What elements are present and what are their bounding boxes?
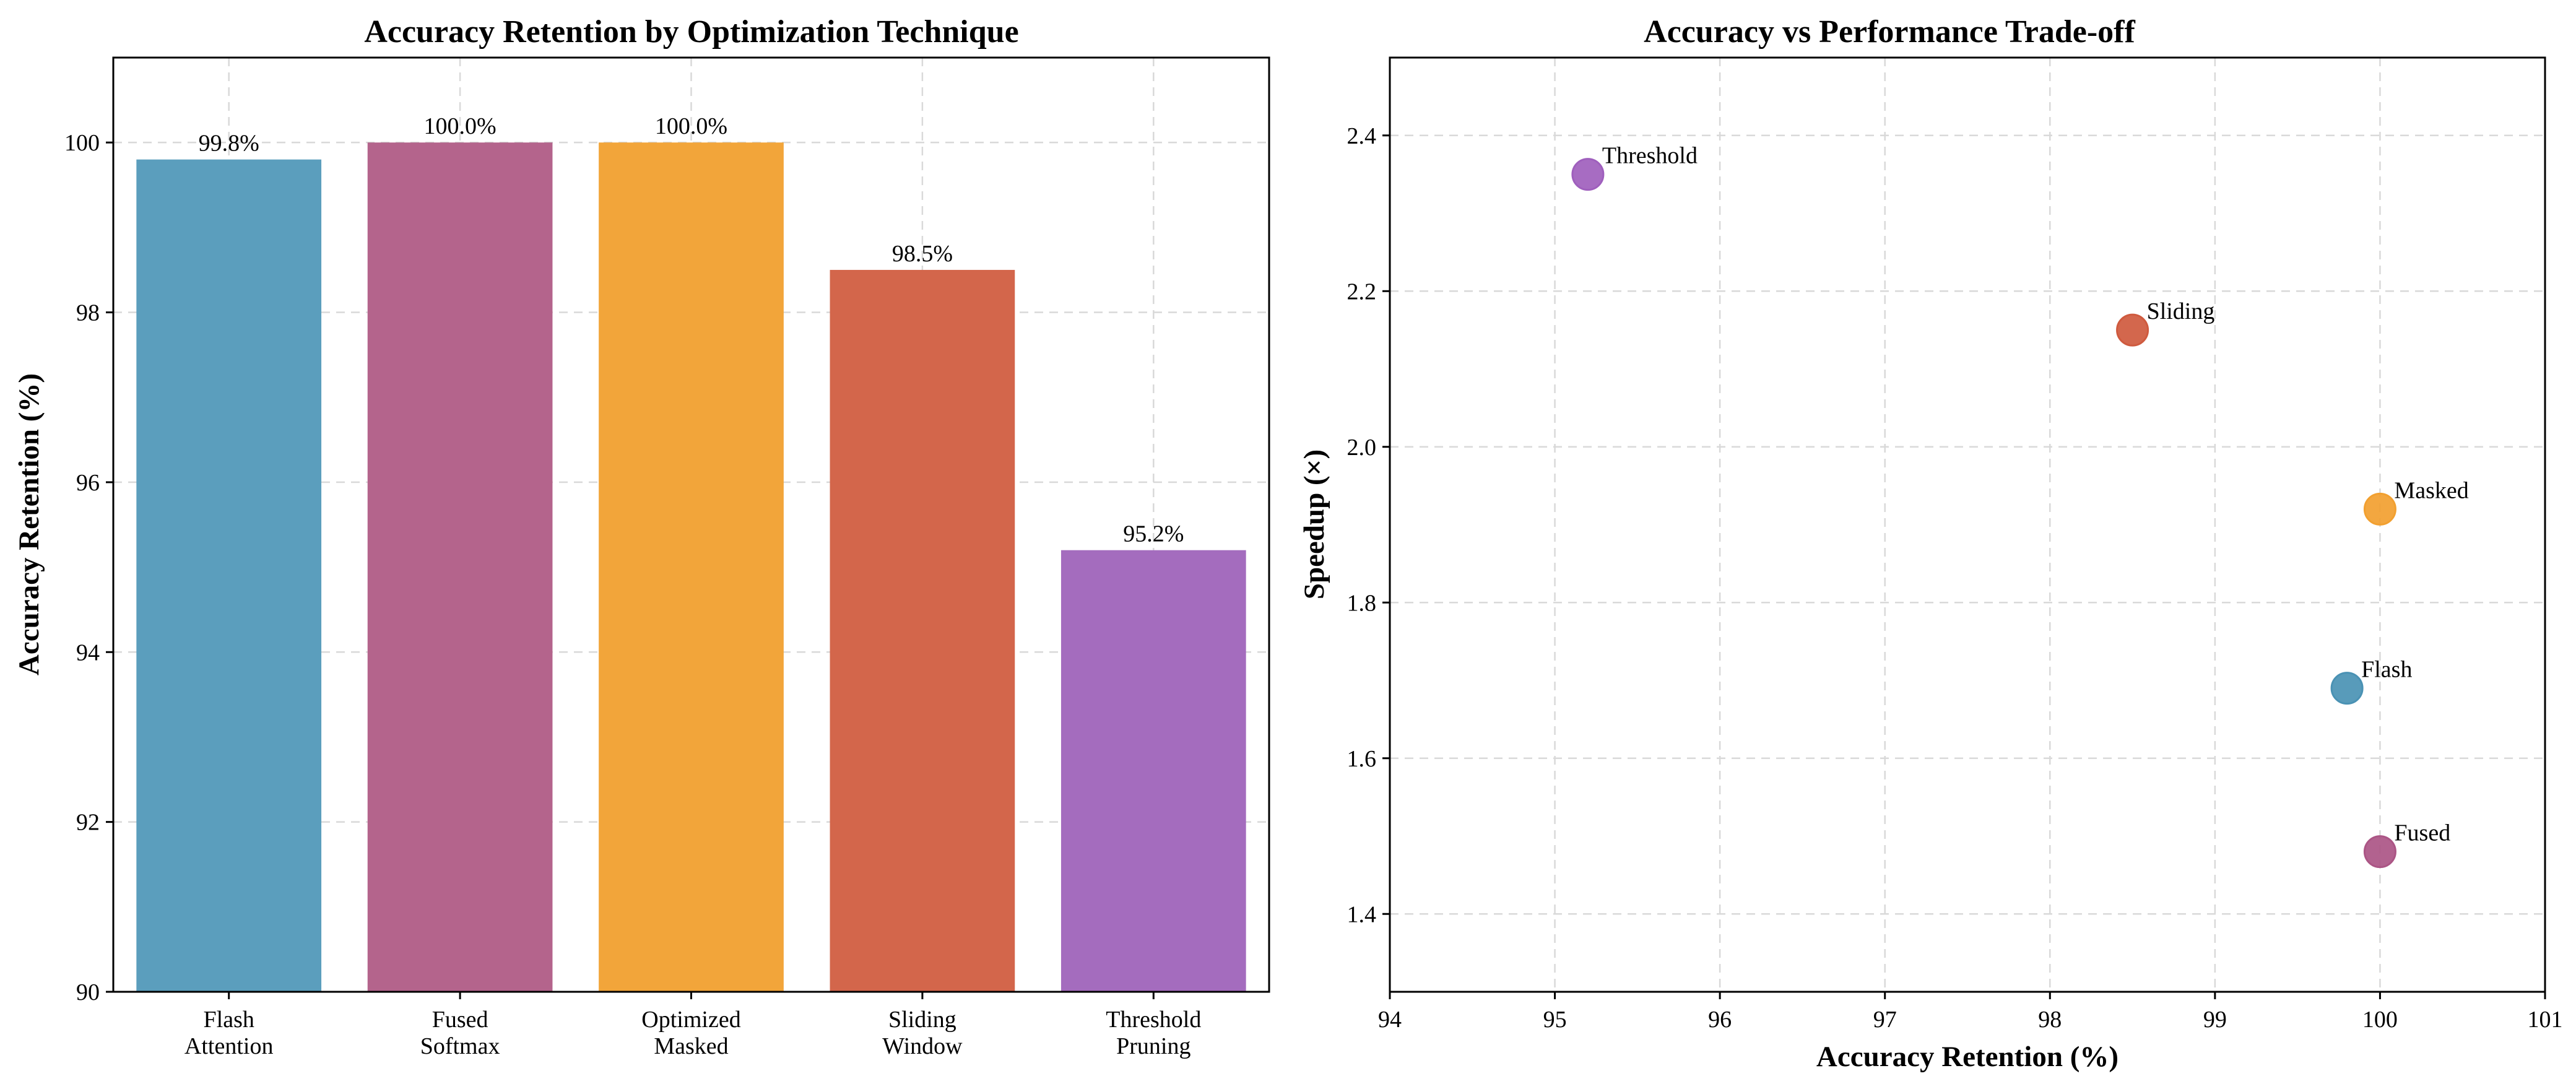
bar-chart-y-ticks: 90 92 94 96 98 100 (64, 130, 113, 1005)
scatter-point-label: Fused (2394, 820, 2450, 846)
x-tick-label: 97 (1873, 1007, 1897, 1033)
x-tick-label: 96 (1708, 1007, 1732, 1033)
bar-chart: Accuracy Retention by Optimization Techn… (13, 14, 1270, 1059)
scatter-chart-frame (1389, 56, 2546, 993)
y-tick-label: 2.0 (1347, 435, 1377, 461)
bar (136, 159, 322, 992)
scatter-point (2330, 672, 2364, 705)
scatter-chart-y-ticks: 1.4 1.6 1.8 2.0 2.2 2.4 (1347, 123, 1390, 927)
bar-chart-value-labels: 99.8% 100.0% 100.0% 98.5% 95.2% (199, 113, 1184, 547)
scatter-chart-point-labels: Flash Fused Masked Sliding Threshold (1602, 143, 2469, 846)
scatter-point (1571, 158, 1605, 191)
bar-value-label: 99.8% (199, 131, 259, 157)
y-tick-label: 1.6 (1347, 746, 1377, 772)
y-tick-label: 2.2 (1347, 279, 1377, 305)
bar-chart-bars (136, 142, 1246, 992)
scatter-chart-title: Accuracy vs Performance Trade-off (1644, 14, 2135, 50)
bar (830, 269, 1015, 992)
bar-chart-frame (112, 56, 1270, 993)
bar-value-label: 95.2% (1123, 521, 1184, 547)
y-tick-label: 2.4 (1347, 123, 1377, 149)
scatter-point-label: Sliding (2147, 298, 2215, 324)
bar-value-label: 100.0% (424, 113, 497, 139)
x-tick-label: Sliding Window (882, 1007, 963, 1059)
x-tick-label: Optimized Masked (641, 1007, 740, 1059)
x-tick-label: 101 (2528, 1007, 2563, 1033)
bar (599, 142, 784, 992)
bar-value-label: 100.0% (655, 113, 727, 139)
bar-chart-y-axis-label: Accuracy Retention (%) (13, 373, 45, 675)
scatter-chart: Accuracy vs Performance Trade-off FlashF… (1298, 14, 2563, 1073)
y-tick-label: 1.4 (1347, 901, 1377, 927)
x-tick-label: 95 (1543, 1007, 1567, 1033)
scatter-point-label: Threshold (1602, 143, 1698, 169)
scatter-chart-x-ticks: 94 95 96 97 98 99 100 101 (1378, 992, 2563, 1033)
scatter-chart-y-axis-label: Speedup (×) (1298, 449, 1330, 599)
bar-chart-title: Accuracy Retention by Optimization Techn… (364, 14, 1018, 50)
x-tick-label: Fused Softmax (420, 1007, 500, 1059)
scatter-point-label: Flash (2361, 657, 2412, 683)
y-tick-label: 94 (76, 640, 100, 666)
bar-chart-x-ticks: Flash Attention Fused Softmax Optimized Maske… (184, 992, 1201, 1059)
x-tick-label: 99 (2203, 1007, 2227, 1033)
y-tick-label: 98 (76, 300, 100, 326)
y-tick-label: 90 (76, 979, 100, 1005)
scatter-point (2363, 835, 2396, 869)
scatter-chart-points (1571, 158, 2396, 869)
scatter-chart-x-axis-label: Accuracy Retention (%) (1816, 1041, 2118, 1073)
scatter-point (2363, 492, 2396, 526)
bar (367, 142, 553, 992)
scatter-point (2116, 313, 2149, 347)
x-tick-label: 100 (2362, 1007, 2398, 1033)
y-tick-label: 100 (64, 130, 100, 156)
y-tick-label: 92 (76, 810, 100, 836)
bar-value-label: 98.5% (892, 241, 953, 267)
scatter-point-label: Masked (2394, 477, 2468, 503)
x-tick-label: Threshold Pruning (1106, 1007, 1201, 1059)
x-tick-label: Flash Attention (184, 1007, 274, 1059)
x-tick-label: 94 (1378, 1007, 1402, 1033)
y-tick-label: 96 (76, 470, 100, 496)
y-tick-label: 1.8 (1347, 590, 1377, 616)
bar (1060, 550, 1246, 992)
x-tick-label: 98 (2038, 1007, 2062, 1033)
